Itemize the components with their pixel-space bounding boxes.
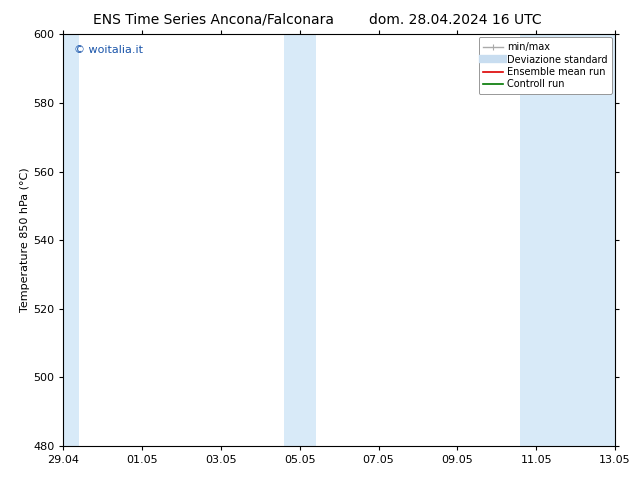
Bar xyxy=(63,34,79,446)
Legend: min/max, Deviazione standard, Ensemble mean run, Controll run: min/max, Deviazione standard, Ensemble m… xyxy=(479,37,612,94)
Text: ENS Time Series Ancona/Falconara        dom. 28.04.2024 16 UTC: ENS Time Series Ancona/Falconara dom. 28… xyxy=(93,12,541,26)
Bar xyxy=(521,34,615,446)
Y-axis label: Temperature 850 hPa (°C): Temperature 850 hPa (°C) xyxy=(20,168,30,313)
Text: © woitalia.it: © woitalia.it xyxy=(74,45,143,54)
Bar xyxy=(284,34,316,446)
